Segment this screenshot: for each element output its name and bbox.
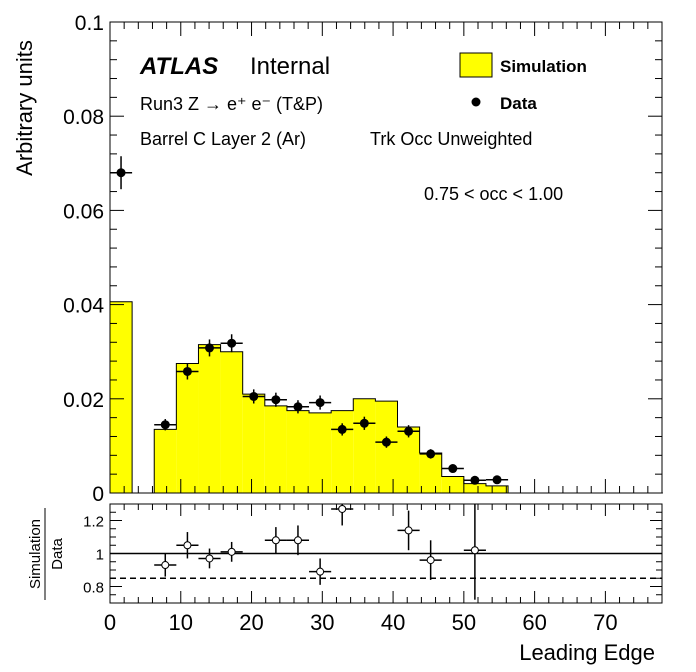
main-frame — [109, 21, 663, 494]
main-y-tick-label: 0.02 — [63, 389, 104, 412]
atlas-label: ATLAS — [139, 53, 218, 80]
ratio-x-axis: 0 10 20 30 40 50 60 70 — [104, 504, 663, 635]
ratio-y-tick-label: 1.2 — [83, 514, 104, 531]
simulation-bin — [264, 405, 287, 493]
ratio-reference-lines — [110, 552, 662, 579]
data-point — [419, 449, 442, 459]
ratio-point — [309, 558, 332, 585]
simulation-bin — [419, 452, 442, 493]
data-point — [264, 392, 287, 407]
ratio-ylabel-bottom: Data — [49, 538, 66, 570]
x-tick-label: 40 — [381, 610, 405, 635]
main-y-tick-label: 0.04 — [63, 295, 104, 318]
data-point — [397, 425, 420, 438]
data-point — [463, 475, 486, 485]
data-points — [109, 156, 509, 485]
ratio-y-axis: 0.8 1 1.2 — [83, 503, 662, 604]
x-tick-label: 0 — [104, 610, 116, 635]
main-y-tick-label: 0.1 — [75, 12, 104, 35]
data-point — [485, 475, 509, 485]
main-x-axis-ticks — [109, 22, 663, 493]
x-tick-label: 50 — [452, 610, 476, 635]
main-y-axis: 0 0.02 0.04 0.06 0.08 0.1 — [63, 12, 662, 506]
data-point — [375, 436, 398, 448]
simulation-bin — [176, 363, 199, 493]
simulation-histogram — [109, 301, 663, 494]
data-point — [242, 389, 265, 404]
simulation-bin — [397, 427, 420, 493]
ratio-points — [154, 504, 486, 600]
data-point — [220, 334, 243, 353]
legend-data-label: Data — [500, 94, 537, 113]
data-point — [331, 423, 354, 436]
main-y-tick-label: 0 — [92, 483, 104, 506]
ratio-y-tick-label: 1 — [96, 547, 104, 564]
main-y-tick-label: 0.06 — [63, 200, 104, 223]
ratio-y-axis-label: Simulation Data — [27, 508, 66, 600]
ratio-point — [331, 504, 354, 526]
ratio-point — [220, 541, 243, 562]
weighting-label: Trk Occ Unweighted — [370, 129, 532, 149]
simulation-bin — [110, 301, 133, 493]
simulation-bin — [309, 412, 332, 493]
process-label: Run3 Z → e⁺ e⁻ (T&P) — [140, 94, 323, 114]
data-point — [309, 395, 332, 410]
ratio-point — [154, 553, 177, 577]
simulation-outline — [109, 301, 663, 494]
ratio-point — [264, 527, 287, 554]
data-point — [176, 363, 199, 380]
simulation-bin — [331, 410, 354, 493]
legend-simulation-swatch — [459, 52, 493, 78]
x-tick-label: 60 — [522, 610, 546, 635]
x-tick-label: 70 — [593, 610, 617, 635]
ratio-point — [286, 525, 310, 556]
simulation-bin — [286, 410, 310, 493]
simulation-bin — [463, 483, 486, 493]
x-tick-label: 30 — [310, 610, 334, 635]
x-axis-label: Leading Edge — [519, 640, 655, 665]
internal-label: Internal — [250, 53, 330, 80]
data-point — [441, 464, 464, 474]
data-point — [286, 400, 310, 414]
main-y-axis-label: Arbitrary units — [12, 40, 37, 176]
simulation-bin — [198, 344, 221, 493]
ratio-y-tick-label: 0.8 — [83, 580, 104, 597]
region-label: Barrel C Layer 2 (Ar) — [140, 129, 306, 149]
ratio-point — [176, 532, 199, 559]
simulation-bin — [353, 398, 376, 493]
x-tick-label: 20 — [239, 610, 263, 635]
simulation-bin — [485, 485, 509, 493]
ratio-point — [463, 504, 486, 600]
ratio-point — [419, 540, 442, 580]
occupancy-range-label: 0.75 < occ < 1.00 — [424, 184, 563, 204]
main-y-tick-label: 0.08 — [63, 106, 104, 129]
simulation-bin — [441, 476, 464, 493]
legend-simulation-label: Simulation — [500, 57, 587, 76]
x-tick-label: 10 — [169, 610, 193, 635]
simulation-bin — [242, 394, 265, 493]
ratio-ylabel-top: Simulation — [27, 519, 44, 589]
ratio-point — [397, 510, 420, 551]
legend-data-marker — [471, 97, 481, 107]
ratio-point — [198, 548, 221, 569]
data-point — [154, 419, 177, 431]
data-point — [198, 339, 221, 357]
simulation-bin — [220, 351, 243, 493]
data-point — [353, 416, 376, 430]
simulation-bin — [154, 429, 177, 493]
